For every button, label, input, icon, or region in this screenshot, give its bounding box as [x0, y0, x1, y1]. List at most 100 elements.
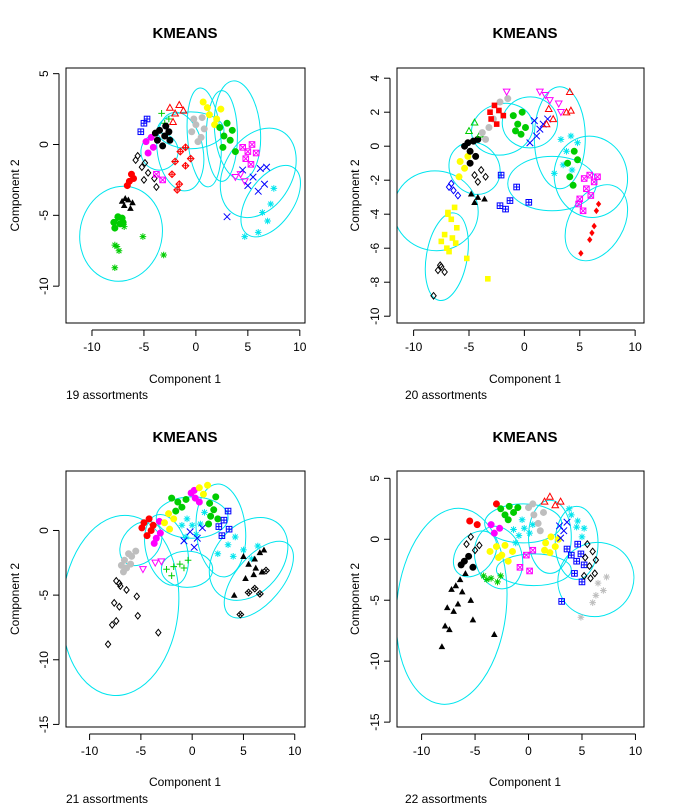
- data-point: [190, 115, 198, 123]
- data-point: [560, 527, 568, 535]
- data-point: [579, 207, 587, 215]
- x-tick-label: 5: [579, 744, 586, 758]
- data-point: [155, 628, 162, 637]
- data-point: [471, 546, 479, 555]
- data-point: [138, 163, 146, 172]
- point-mark: [134, 611, 142, 620]
- point-mark: [172, 507, 180, 515]
- data-point: [471, 199, 478, 205]
- data-point: [125, 550, 133, 558]
- data-point: [133, 592, 141, 601]
- point-mark: [177, 148, 184, 155]
- point-mark: [110, 598, 118, 607]
- point-mark: [165, 128, 173, 136]
- point-mark: [512, 539, 519, 547]
- data-point: [199, 490, 207, 498]
- cluster-ellipse: [240, 165, 301, 238]
- point-mark: [447, 179, 455, 188]
- point-mark: [500, 112, 507, 119]
- point-mark: [529, 521, 537, 528]
- point-mark: [469, 616, 477, 623]
- point-mark: [244, 588, 253, 597]
- data-point: [171, 157, 180, 166]
- point-mark: [248, 141, 256, 148]
- point-mark: [111, 264, 119, 272]
- data-point: [469, 616, 477, 623]
- data-point: [520, 524, 528, 532]
- point-mark: [487, 521, 495, 529]
- data-point: [190, 543, 198, 551]
- point-mark: [132, 155, 139, 165]
- point-mark: [436, 261, 444, 270]
- point-mark: [254, 229, 262, 236]
- data-point: [260, 180, 269, 188]
- point-mark: [111, 241, 119, 249]
- data-point: [446, 626, 453, 633]
- plot-area: [79, 80, 301, 282]
- data-point: [566, 106, 576, 114]
- data-point: [244, 181, 252, 190]
- point-mark: [478, 129, 486, 137]
- point-mark: [589, 547, 596, 556]
- point-mark: [216, 523, 222, 530]
- data-point: [567, 132, 575, 140]
- data-point: [245, 560, 252, 567]
- data-point: [191, 494, 199, 502]
- point-mark: [454, 191, 462, 200]
- data-point: [203, 104, 211, 112]
- point-mark: [239, 144, 246, 151]
- data-point: [500, 112, 507, 119]
- data-point: [127, 204, 134, 211]
- point-mark: [212, 493, 220, 501]
- point-mark: [446, 248, 452, 255]
- point-mark: [174, 498, 182, 506]
- data-point: [594, 579, 602, 587]
- data-point: [448, 216, 455, 223]
- point-mark: [564, 546, 570, 552]
- point-mark: [123, 182, 131, 190]
- data-point: [536, 125, 544, 133]
- data-point: [450, 607, 457, 614]
- point-mark: [549, 114, 558, 123]
- point-mark: [260, 180, 269, 188]
- point-mark: [108, 620, 116, 629]
- data-point: [120, 556, 128, 564]
- data-point: [504, 557, 512, 565]
- point-mark: [114, 213, 122, 221]
- data-point: [112, 576, 120, 585]
- point-mark: [441, 267, 448, 277]
- x-tick-label: 5: [240, 744, 247, 758]
- x-tick-label: 0: [189, 744, 196, 758]
- data-point: [143, 532, 151, 540]
- data-point: [186, 154, 195, 163]
- point-mark: [492, 543, 500, 551]
- data-point: [518, 108, 526, 116]
- point-mark: [159, 142, 167, 150]
- data-point: [220, 516, 228, 524]
- point-mark: [125, 196, 132, 203]
- data-point: [506, 197, 514, 204]
- data-point: [225, 525, 233, 533]
- data-point: [238, 166, 247, 174]
- data-point: [249, 173, 257, 181]
- data-point: [565, 87, 574, 95]
- point-mark: [575, 200, 582, 208]
- point-mark: [249, 173, 257, 181]
- data-point: [178, 503, 186, 511]
- data-point: [591, 222, 597, 230]
- point-mark: [471, 199, 478, 205]
- point-mark: [180, 564, 188, 572]
- point-mark: [226, 526, 232, 532]
- data-point: [515, 532, 523, 539]
- data-point: [510, 508, 518, 516]
- point-mark: [153, 182, 160, 192]
- point-mark: [438, 643, 446, 650]
- data-point: [127, 170, 135, 178]
- data-point: [580, 561, 588, 569]
- point-mark: [536, 527, 544, 535]
- point-mark: [144, 168, 152, 177]
- cluster-ellipse: [564, 184, 629, 262]
- cluster-ellipse: [160, 550, 214, 588]
- point-mark: [465, 552, 473, 560]
- data-point: [497, 572, 505, 580]
